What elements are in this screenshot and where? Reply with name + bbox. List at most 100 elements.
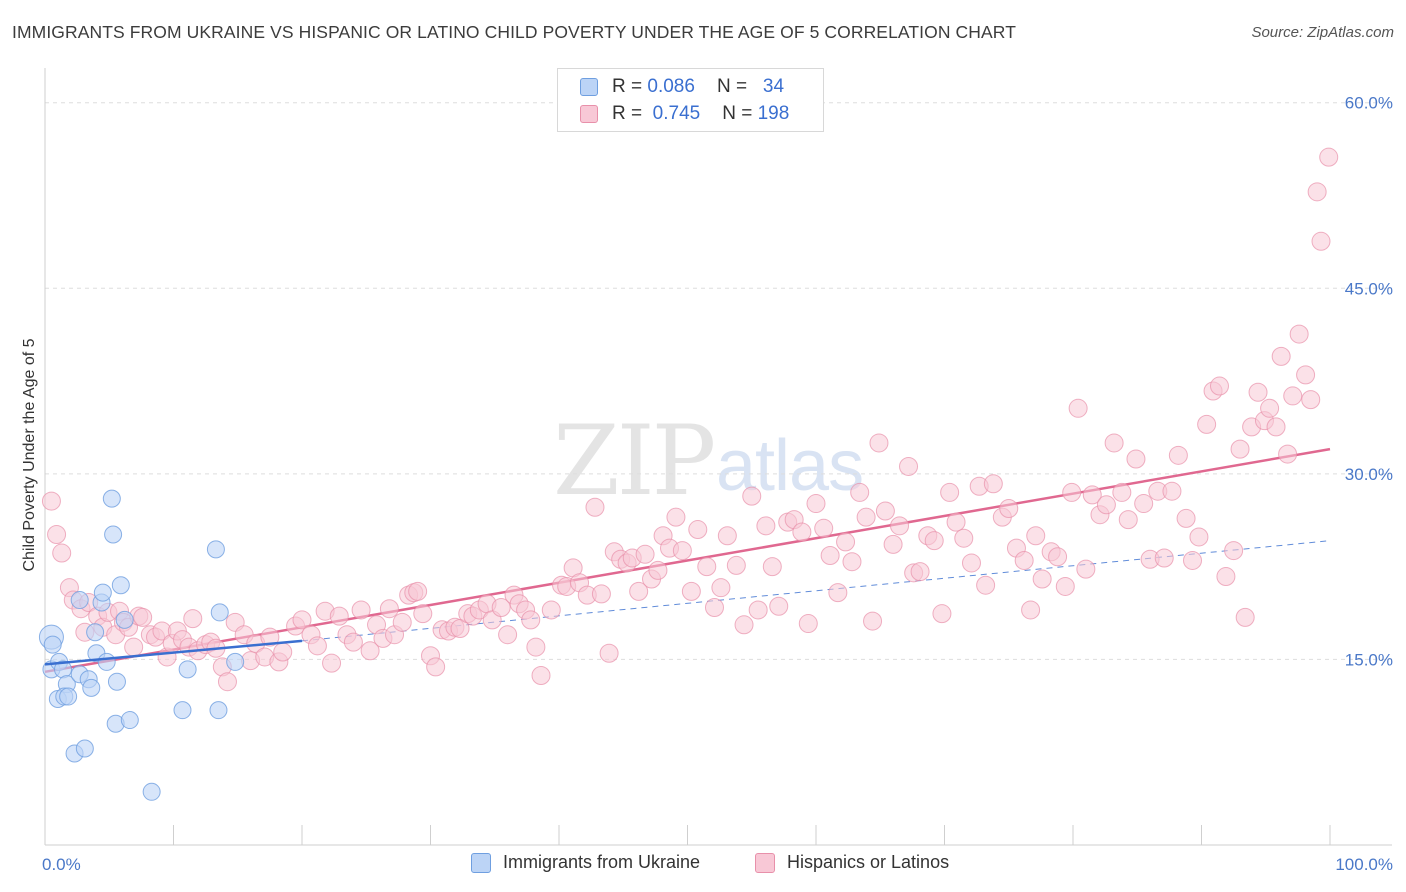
hispanic-point	[360, 641, 380, 661]
series-legend-ukraine[interactable]: Immigrants from Ukraine	[471, 852, 700, 873]
legend-n-label: N =	[722, 103, 753, 124]
series-swatch-hispanic	[755, 852, 775, 873]
hispanic-point	[704, 597, 724, 617]
hispanic-point	[426, 657, 446, 677]
ukraine-point	[226, 652, 245, 671]
legend-swatch-hispanic	[580, 105, 598, 123]
hispanic-point	[124, 637, 144, 657]
hispanic-point	[408, 581, 428, 601]
hispanic-point	[883, 534, 903, 554]
hispanic-point	[1183, 550, 1203, 570]
ukraine-point	[107, 672, 126, 691]
hispanic-point	[1260, 398, 1280, 418]
hispanic-point	[273, 642, 293, 662]
hispanic-point	[599, 643, 619, 663]
hispanic-point	[531, 666, 551, 686]
hispanic-point	[52, 543, 72, 563]
ukraine-point	[97, 652, 116, 671]
hispanic-point	[1266, 417, 1286, 437]
x-tick-label-max: 100.0%	[1335, 855, 1393, 874]
hispanic-point	[983, 474, 1003, 494]
y-tick-label: 45.0%	[1345, 279, 1393, 298]
hispanic-point	[379, 599, 399, 619]
grid-lines	[45, 102, 1392, 660]
hispanic-point	[961, 553, 981, 573]
hispanic-point	[1283, 386, 1303, 406]
hispanic-point	[541, 600, 561, 620]
legend-r-value-ukraine: 0.086	[647, 76, 695, 97]
hispanic-point	[748, 600, 768, 620]
ukraine-point	[173, 701, 192, 720]
legend-r-label: R =	[612, 103, 643, 124]
ukraine-point	[120, 711, 139, 730]
series-label-ukraine: Immigrants from Ukraine	[503, 852, 701, 872]
y-axis-title: Child Poverty Under the Age of 5	[21, 338, 38, 571]
hispanic-point	[585, 497, 605, 517]
hispanic-point	[1248, 382, 1268, 402]
hispanic-point	[762, 557, 782, 577]
hispanic-point	[1296, 365, 1316, 385]
legend-r-value-hispanic: 0.745	[652, 103, 701, 124]
ukraine-point	[104, 525, 123, 544]
hispanic-point	[681, 581, 701, 601]
hispanic-point	[1118, 510, 1138, 530]
ukraine-point	[210, 603, 229, 622]
hispanic-point	[413, 604, 433, 624]
hispanic-point	[856, 507, 876, 527]
hispanic-point	[260, 627, 280, 647]
hispanic-point	[1032, 569, 1052, 589]
ukraine-point	[75, 739, 94, 758]
hispanic-point	[828, 583, 848, 603]
ukraine-point	[209, 701, 228, 720]
hispanic-point	[526, 637, 546, 657]
legend-row-ukraine: R = 0.086 N = 34	[580, 75, 784, 99]
hispanic-point	[648, 560, 668, 580]
hispanic-point	[1209, 376, 1229, 396]
correlation-legend: R = 0.086 N = 34 R = 0.745 N = 198	[557, 68, 824, 132]
watermark-atlas: atlas	[716, 426, 864, 506]
hispanic-point	[820, 546, 840, 566]
hispanic-point	[940, 482, 960, 502]
series-label-hispanic: Hispanics or Latinos	[787, 852, 950, 872]
hispanic-point	[183, 609, 203, 629]
hispanic-point	[711, 578, 731, 598]
hispanic-point	[1319, 147, 1339, 167]
hispanic-point	[1055, 576, 1075, 596]
hispanic-point	[1311, 231, 1331, 251]
hispanic-point	[450, 619, 470, 639]
hispanic-point	[666, 507, 686, 527]
ukraine-point	[111, 576, 130, 595]
hispanic-point	[47, 524, 67, 544]
ukraine-point	[206, 540, 225, 559]
hispanic-points	[41, 147, 1339, 692]
ukraine-trend-line	[44, 639, 303, 666]
hispanic-point	[726, 555, 746, 575]
hispanic-point	[307, 636, 327, 656]
hispanic-point	[1062, 482, 1082, 502]
legend-swatch-ukraine	[580, 78, 598, 96]
ukraine-point	[142, 782, 161, 801]
source-label: Source: ZipAtlas.com	[1251, 24, 1394, 41]
hispanic-point	[814, 518, 834, 538]
ukraine-point	[82, 678, 101, 697]
ukraine-point	[178, 660, 197, 679]
hispanic-point	[1289, 324, 1309, 344]
series-legend-hispanic[interactable]: Hispanics or Latinos	[755, 852, 949, 873]
hispanic-point	[1048, 547, 1068, 567]
hispanic-point	[672, 541, 692, 561]
series-legend: Immigrants from Ukraine Hispanics or Lat…	[0, 852, 1406, 878]
hispanic-point	[850, 482, 870, 502]
legend-n-value-hispanic: 198	[757, 103, 790, 124]
hispanic-point	[133, 607, 153, 627]
hispanic-point	[635, 544, 655, 564]
hispanic-point	[756, 516, 776, 536]
hispanic-point	[836, 532, 856, 552]
chart-title: IMMIGRANTS FROM UKRAINE VS HISPANIC OR L…	[12, 22, 1017, 42]
hispanic-point	[343, 632, 363, 652]
y-tick-label: 60.0%	[1345, 94, 1393, 113]
x-tick-label-min: 0.0%	[42, 855, 81, 874]
hispanic-point	[1104, 433, 1124, 453]
hispanic-point	[1189, 527, 1209, 547]
hispanic-point	[1112, 482, 1132, 502]
hispanic-point	[869, 433, 889, 453]
